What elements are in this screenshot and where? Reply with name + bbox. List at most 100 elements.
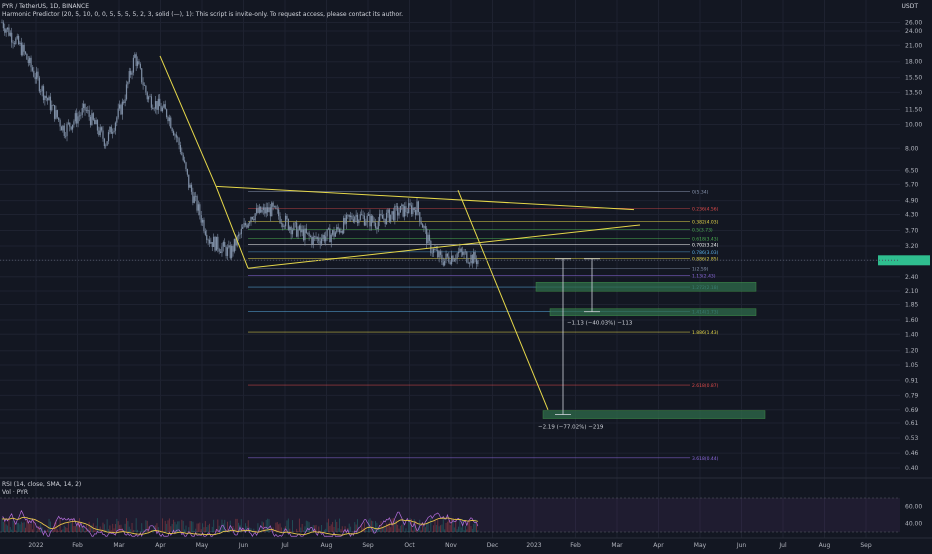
candle xyxy=(441,251,442,266)
candle xyxy=(339,228,340,235)
candle-body xyxy=(443,262,444,265)
volume-bar xyxy=(8,519,9,532)
candle xyxy=(385,219,386,227)
time-tick-label: Dec xyxy=(487,542,499,549)
candle-body xyxy=(184,160,185,162)
candle xyxy=(257,205,258,214)
candle xyxy=(12,40,13,48)
candle-body xyxy=(84,104,85,111)
candle xyxy=(95,117,96,124)
candle-body xyxy=(295,222,296,223)
candle xyxy=(390,215,391,224)
candle xyxy=(360,212,361,221)
candle-body xyxy=(451,256,452,264)
candle-body xyxy=(209,240,210,244)
volume-bar xyxy=(414,519,415,532)
candle xyxy=(22,42,23,56)
harmonic-pattern-lines xyxy=(160,56,640,410)
volume-bar xyxy=(18,523,19,532)
candle-body xyxy=(344,218,345,224)
candle-body xyxy=(221,247,222,253)
candle xyxy=(50,93,51,114)
candle-body xyxy=(328,228,329,229)
candle-body xyxy=(89,110,90,117)
candle-body xyxy=(463,252,464,255)
candle xyxy=(115,121,116,134)
candle-body xyxy=(192,192,193,203)
candle xyxy=(259,204,260,214)
candle-body xyxy=(48,97,49,101)
volume-bar xyxy=(181,520,182,532)
volume-bar xyxy=(342,526,343,532)
time-tick-label: May xyxy=(196,542,209,549)
candle-body xyxy=(174,134,175,135)
volume-bar xyxy=(184,529,185,532)
candle-body xyxy=(354,217,355,222)
volume-bar xyxy=(400,526,401,532)
candle-body xyxy=(347,215,348,216)
volume-bar xyxy=(289,529,290,532)
candle-body xyxy=(134,54,135,58)
candle-body xyxy=(118,109,119,118)
indicator-legend[interactable]: Harmonic Predictor (20, 5, 10, 0, 0, 5, … xyxy=(2,11,403,18)
candle xyxy=(149,94,150,97)
fib-level-label: 0.382(4.03) xyxy=(692,219,719,225)
candle-body xyxy=(231,246,232,258)
price-tick-label: 15.50 xyxy=(905,75,922,82)
candle-body xyxy=(401,204,402,206)
candle-body xyxy=(329,228,330,242)
candle-body xyxy=(405,206,406,212)
price-tick-label: 18.00 xyxy=(905,59,922,66)
candle xyxy=(371,214,372,231)
candle-body xyxy=(282,224,283,227)
volume-bar xyxy=(112,524,113,532)
candle xyxy=(432,248,433,257)
rsi-legend[interactable]: RSI (14, close, SMA, 14, 2) xyxy=(2,481,81,488)
candle-body xyxy=(433,249,434,253)
candle-body xyxy=(361,214,362,215)
candle-body xyxy=(42,86,43,91)
candle-body xyxy=(205,231,206,235)
candle-body xyxy=(255,213,256,220)
volume-bar xyxy=(76,526,77,532)
candle-body xyxy=(162,108,163,112)
candle xyxy=(443,258,444,267)
volume-bar xyxy=(75,526,76,532)
candle-body xyxy=(191,185,192,192)
candle-body xyxy=(349,215,350,217)
candle-body xyxy=(50,97,51,111)
candle-body xyxy=(473,252,474,263)
candle-body xyxy=(208,240,209,241)
candle xyxy=(101,126,102,132)
fib-level-label: 0(5.34) xyxy=(692,189,709,195)
volume-bar xyxy=(100,527,101,532)
volume-bar xyxy=(231,531,232,532)
price-tick-label: 3.20 xyxy=(905,243,919,250)
candle-body xyxy=(376,228,377,229)
candle-body xyxy=(104,139,105,146)
candle xyxy=(196,194,197,212)
candle-body xyxy=(76,113,77,123)
candle xyxy=(61,126,62,131)
candle xyxy=(217,234,218,253)
candle xyxy=(332,230,333,237)
candle xyxy=(104,138,105,149)
volume-bar xyxy=(322,531,323,532)
candle-body xyxy=(154,109,155,110)
candle xyxy=(123,100,124,105)
candle xyxy=(282,223,283,231)
candle xyxy=(166,109,167,119)
volume-legend[interactable]: Vol · PYR xyxy=(2,489,28,496)
candle-body xyxy=(203,220,204,231)
candle-body xyxy=(394,206,395,221)
volume-bar xyxy=(436,525,437,532)
volume-bar xyxy=(15,530,16,532)
candle-body xyxy=(180,145,181,152)
candle xyxy=(33,67,34,78)
candle xyxy=(176,132,177,143)
candle-body xyxy=(176,134,177,137)
candle xyxy=(80,112,81,119)
candle xyxy=(246,223,247,229)
